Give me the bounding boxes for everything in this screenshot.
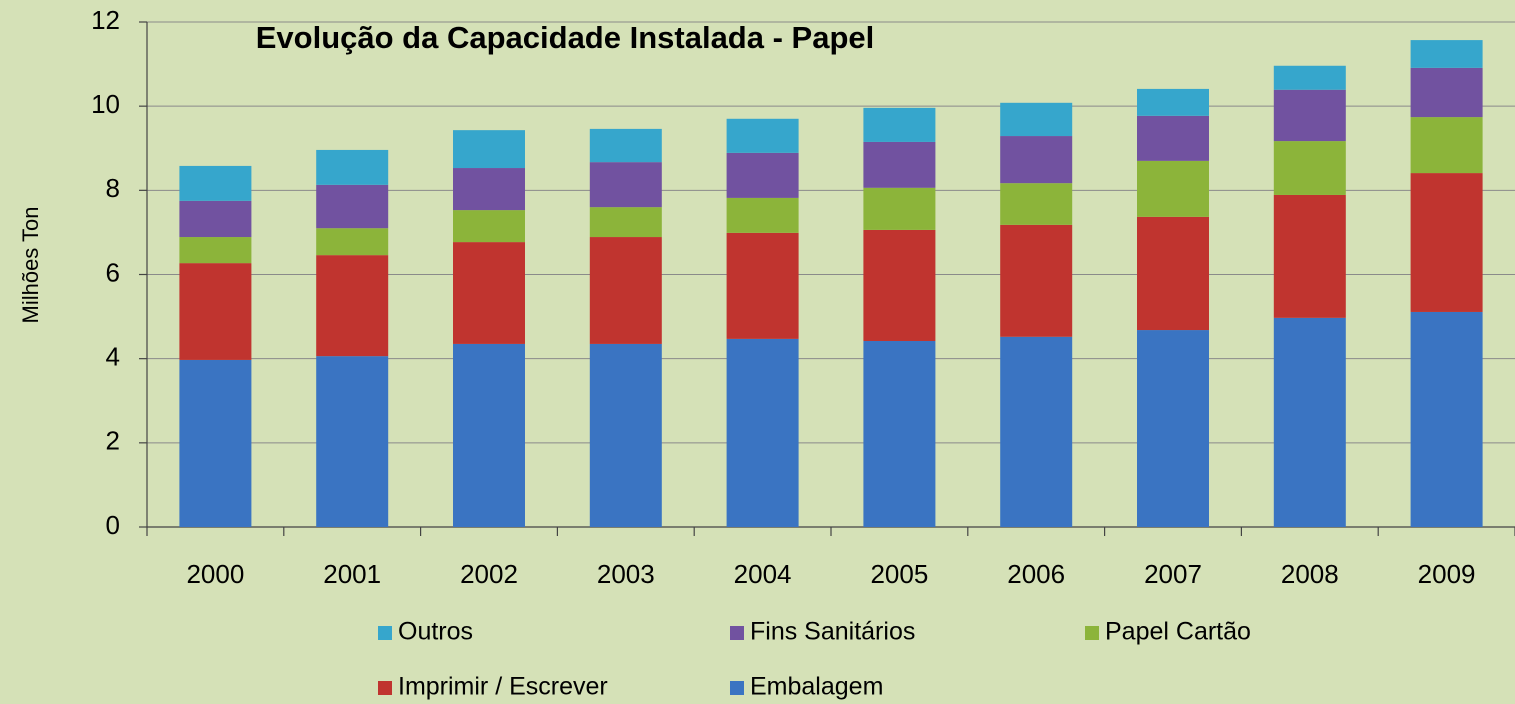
chart-title: Evolução da Capacidade Instalada - Papel [256,20,875,55]
bar-segment [316,184,389,229]
bar-segment [1000,224,1073,337]
bar-segment [316,255,389,357]
legend-swatch [730,626,744,640]
bar-segment [1137,330,1209,527]
bar-segment [316,149,389,185]
bar-segment [589,128,662,163]
y-axis-label: Milhões Ton [18,207,43,324]
bar-segment [589,162,662,208]
bar-segment [1000,183,1073,225]
bar-segment [179,200,252,238]
legend-swatch [378,681,392,695]
bar-segment [1137,115,1209,161]
bar-segment [589,237,662,344]
bar-segment [863,229,936,341]
y-tick-label: 4 [106,342,120,372]
y-tick-label: 6 [106,257,120,287]
bar-segment [453,210,525,243]
y-tick-label: 8 [106,173,120,203]
bar-segment [863,187,936,230]
x-tick-label: 2007 [1144,559,1202,589]
bar-segment [863,141,936,188]
bar-segment [453,168,525,211]
legend-label: Outros [398,618,473,646]
bar-segment [726,338,799,527]
bar-segment [1410,117,1483,174]
bar-segment [179,263,252,360]
bar-segment [726,118,799,153]
bar-segment [726,152,799,198]
bar-segment [316,228,389,256]
legend-label: Fins Sanitários [750,618,915,646]
legend-label: Papel Cartão [1105,618,1251,646]
y-tick-label: 0 [106,510,120,540]
bar-segment [1000,102,1073,137]
bar-segment [726,197,799,233]
bar-segment [863,340,936,527]
bar-segment [453,242,525,344]
bar-segment [1000,336,1073,527]
bar-segment [1410,67,1483,118]
legend-swatch [378,626,392,640]
bar-segment [1273,89,1346,142]
x-tick-label: 2009 [1418,559,1476,589]
x-tick-label: 2002 [460,559,518,589]
bar-segment [1137,88,1209,116]
bar-segment [1273,141,1346,195]
bar-segment [1410,40,1483,68]
bar-segment [179,359,252,527]
bar-segment [589,343,662,527]
y-tick-label: 12 [91,5,120,35]
x-tick-label: 2004 [734,559,792,589]
bar-segment [1410,311,1483,527]
bar-segment [179,237,252,264]
legend-swatch [1085,626,1099,640]
y-tick-label: 2 [106,426,120,456]
bar-segment [1273,194,1346,318]
legend-label: Imprimir / Escrever [398,673,608,701]
x-tick-label: 2008 [1281,559,1339,589]
x-tick-label: 2005 [870,559,928,589]
bar-segment [589,207,662,238]
bar-segment [1273,65,1346,90]
bar-segment [453,343,525,527]
x-tick-label: 2003 [597,559,655,589]
x-tick-label: 2006 [1007,559,1065,589]
legend-label: Embalagem [750,673,883,701]
y-tick-label: 10 [91,89,120,119]
bar-segment [1137,216,1209,331]
bar-segment [1137,160,1209,217]
x-tick-label: 2001 [323,559,381,589]
bar-segment [453,130,525,169]
bar-segment [1000,136,1073,184]
bar-segment [316,356,389,527]
legend-swatch [730,681,744,695]
bar-segment [179,165,252,201]
x-tick-label: 2000 [186,559,244,589]
bar-segment [726,232,799,339]
bar-segment [1410,173,1483,312]
bar-segment [863,107,936,142]
bar-segment [1273,317,1346,527]
